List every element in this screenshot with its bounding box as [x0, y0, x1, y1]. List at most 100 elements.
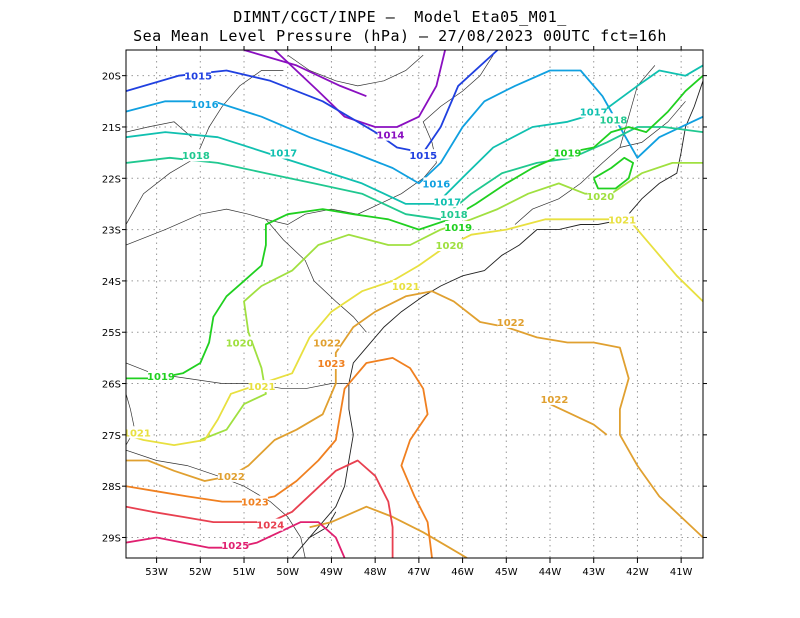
isobar-label-bg: [185, 69, 212, 82]
isobar-label-bg: [609, 213, 636, 226]
lat-tick-label: 23S: [102, 226, 121, 237]
coastline-segment: [291, 80, 703, 558]
isobar-1019: [126, 75, 703, 380]
isobar-label-bg: [126, 426, 150, 439]
isobar-label: 1021: [392, 282, 420, 293]
isobar-label: 1022: [540, 395, 568, 406]
isobar-label-bg: [377, 128, 404, 141]
boundary-segment: [514, 101, 686, 225]
lat-tick-label: 20S: [102, 72, 121, 83]
isobar-label: 1020: [226, 338, 254, 349]
isobar-label: 1014: [377, 131, 405, 142]
isobar-label-bg: [270, 146, 297, 159]
isobar-1016: [126, 69, 703, 185]
isobar-label: 1021: [608, 215, 636, 226]
isobar-1017: [126, 64, 703, 205]
lon-tick-label: 53W: [145, 567, 168, 578]
isobar-label: 1020: [586, 192, 614, 203]
lon-tick-label: 47W: [408, 567, 431, 578]
isobar-label-bg: [423, 177, 450, 190]
isobar-label-bg: [436, 238, 463, 251]
lon-tick-label: 45W: [495, 567, 518, 578]
lon-tick-label: 49W: [320, 567, 343, 578]
isobar-label-bg: [241, 495, 268, 508]
title-line-2: Sea Mean Level Pressure (hPa) – 27/08/20…: [133, 27, 667, 45]
isobar-label-bg: [257, 518, 284, 531]
lon-tick-label: 52W: [189, 567, 212, 578]
isobar-1014: [243, 50, 367, 98]
isobar-label: 1018: [599, 115, 627, 126]
isobar-label-bg: [182, 149, 209, 162]
isobar-label: 1018: [182, 151, 210, 162]
boundary-segment: [126, 449, 306, 558]
isobar-label-bg: [226, 336, 253, 349]
isobar-label: 1019: [554, 149, 582, 160]
boundary-segment: [126, 70, 284, 225]
isobar-label: 1015: [409, 151, 437, 162]
isobar-label: 1025: [221, 541, 249, 552]
coastline-segment: [309, 511, 337, 538]
lat-tick-label: 28S: [102, 482, 121, 493]
isobar-label-bg: [314, 336, 341, 349]
isobar-labels: 1014101510151016101610171017101710181018…: [123, 69, 636, 552]
isobar-label: 1017: [580, 108, 608, 119]
isobar-label: 1019: [147, 372, 175, 383]
lon-tick-label: 42W: [626, 567, 649, 578]
isobar-label: 1017: [269, 149, 297, 160]
isobar-label: 1022: [217, 472, 245, 483]
isobar-label-bg: [248, 380, 275, 393]
state-boundaries: [126, 54, 686, 558]
isobar-1019: [592, 156, 634, 190]
map-frame: [125, 49, 704, 559]
lat-tick-label: 21S: [102, 123, 121, 134]
boundary-segment: [379, 54, 494, 205]
isobar-label-bg: [445, 221, 472, 234]
isobar-label-bg: [587, 190, 614, 203]
isobar-label: 1022: [497, 318, 525, 329]
coastline: [291, 80, 703, 558]
boundary-segment: [265, 219, 367, 333]
isobar-label: 1021: [123, 428, 151, 439]
isobar-label: 1024: [256, 521, 284, 532]
isobar-label-bg: [217, 469, 244, 482]
lat-tick-label: 29S: [102, 533, 121, 544]
isobar-1022: [309, 505, 468, 558]
isobar-label: 1023: [318, 359, 346, 370]
boundary-segment: [126, 203, 380, 246]
isobar-1022: [549, 403, 608, 436]
isobar-label-bg: [434, 195, 461, 208]
lon-tick-label: 48W: [364, 567, 387, 578]
isobar-label-bg: [541, 392, 568, 405]
isobar-label: 1016: [191, 100, 219, 111]
isobar-1024: [126, 459, 394, 558]
title-line-1: DIMNT/CGCT/INPE – Model Eta05_M01_: [233, 8, 567, 26]
isobar-1022: [126, 290, 703, 539]
isobar-label: 1018: [440, 210, 468, 221]
isobar-label-bg: [222, 539, 249, 552]
isobar-label: 1021: [248, 382, 276, 393]
isobar-label: 1015: [184, 72, 212, 83]
isobar-label: 1023: [241, 498, 269, 509]
isobar-label-bg: [497, 315, 524, 328]
isobar-1023: [126, 357, 433, 558]
isobar-label-bg: [318, 357, 345, 370]
lon-tick-label: 43W: [582, 567, 605, 578]
isobar-label: 1019: [444, 223, 472, 234]
isobar-label: 1017: [433, 197, 461, 208]
isobar-label-bg: [580, 105, 607, 118]
lon-tick-label: 46W: [451, 567, 474, 578]
boundary-segment: [619, 65, 656, 148]
lat-tick-label: 22S: [102, 174, 121, 185]
isobar-1025: [126, 521, 346, 558]
isobar-label-bg: [191, 97, 218, 110]
boundary-segment: [126, 121, 192, 138]
lon-tick-label: 51W: [233, 567, 256, 578]
grid-lines: [126, 50, 703, 558]
isobar-label-bg: [600, 113, 627, 126]
isobar-label-bg: [410, 149, 437, 162]
lon-tick-label: 50W: [276, 567, 299, 578]
lon-tick-label: 44W: [539, 567, 562, 578]
lon-tick-label: 41W: [670, 567, 693, 578]
lat-tick-label: 27S: [102, 431, 121, 442]
